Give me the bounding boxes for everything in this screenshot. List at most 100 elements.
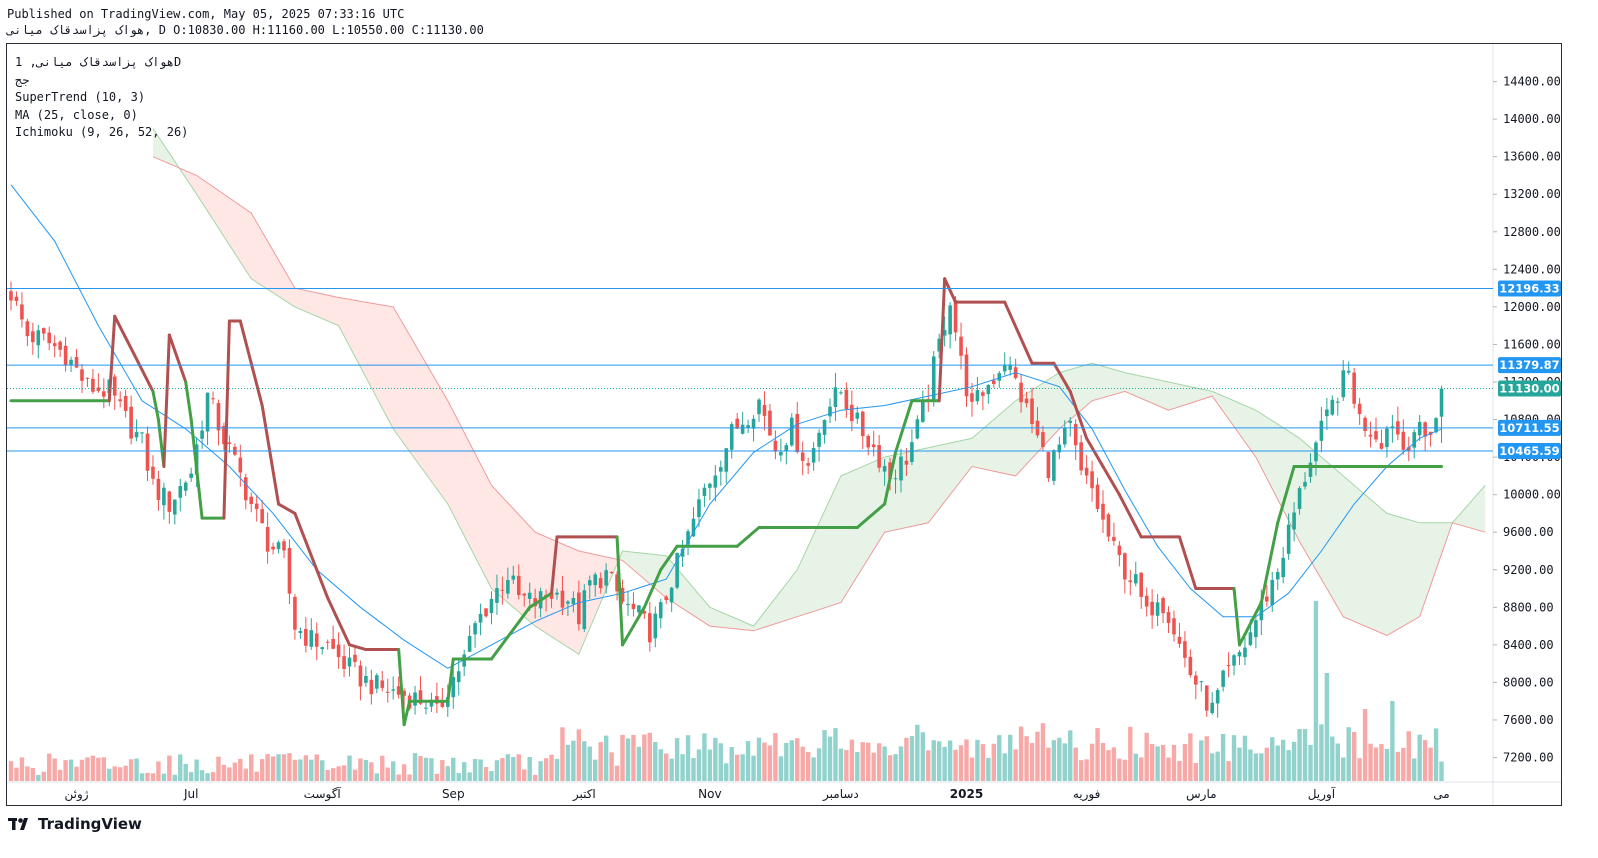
ichimoku-cloud-bullish — [619, 363, 1486, 636]
legend-supertrend[interactable]: SuperTrend (10, 3) — [15, 90, 146, 104]
volume-bar — [358, 758, 363, 781]
volume-bar — [1401, 747, 1406, 781]
volume-bar — [1313, 601, 1319, 781]
volume-bar — [287, 753, 292, 781]
last-price-label: 11130.00 — [1499, 382, 1559, 396]
volume-bar — [1373, 747, 1379, 781]
candle-body — [1265, 596, 1269, 602]
volume-bar — [19, 757, 25, 781]
supertrend-segment — [293, 511, 330, 600]
volume-bar — [805, 751, 811, 781]
volume-bar — [1280, 739, 1286, 781]
candle-body — [1390, 426, 1395, 429]
volume-bar — [522, 769, 527, 781]
legend-ma[interactable]: MA (25, close, 0) — [15, 107, 138, 122]
candle-body — [1046, 451, 1051, 479]
candle-body — [1112, 536, 1116, 541]
candle-body — [1073, 423, 1078, 446]
candle-body — [1423, 422, 1427, 437]
supertrend-segment — [162, 333, 171, 468]
volume-bar — [1275, 745, 1280, 781]
candle-body — [151, 466, 155, 479]
candle-body — [91, 378, 95, 392]
chart-legend: هواک پزاسدقاک میانی, 1D جج SuperTrend (1… — [15, 54, 188, 142]
volume-bar — [118, 767, 123, 781]
volume-bar — [795, 738, 800, 781]
candle-body — [1303, 481, 1307, 487]
candle-body — [1363, 417, 1367, 431]
volume-bar — [680, 754, 685, 781]
volume-bar — [560, 727, 565, 781]
candle-body — [1068, 420, 1073, 423]
volume-bar — [942, 746, 947, 781]
candle-body — [1243, 647, 1247, 658]
supertrend-segment — [937, 277, 947, 403]
volume-bar — [800, 746, 805, 781]
volume-bar — [1248, 749, 1253, 781]
candle-body — [637, 605, 641, 613]
tradingview-logo[interactable]: TradingView — [8, 815, 142, 833]
volume-bar — [385, 767, 390, 781]
volume-bar — [997, 735, 1002, 781]
candle-body — [506, 580, 510, 594]
supertrend-segment — [894, 399, 914, 454]
candle-body — [36, 330, 41, 346]
candle-body — [1439, 388, 1444, 417]
candle-body — [134, 432, 139, 438]
price-chart-svg[interactable]: 7200.00 7600.00 8000.00 8400.00 8800.00 9200.… — [7, 44, 1562, 806]
candle-body — [342, 656, 346, 669]
volume-bar — [336, 766, 341, 781]
candle-body — [806, 463, 810, 466]
volume-bar — [505, 754, 511, 781]
candle-body — [631, 603, 636, 610]
candle-body — [1319, 420, 1324, 441]
candle-body — [904, 460, 909, 465]
volume-bar — [314, 754, 319, 781]
candle-body — [724, 448, 729, 472]
last-price-label-bg — [1498, 380, 1561, 397]
x-tick-label: 2025 — [950, 787, 983, 801]
legend-ichimoku[interactable]: Ichimoku (9, 26, 52, 26) — [15, 125, 189, 139]
volume-bar — [1286, 750, 1291, 781]
volume-bar — [816, 748, 822, 781]
volume-bar — [1341, 757, 1346, 781]
candle-body — [211, 398, 215, 400]
candle-body — [1002, 364, 1007, 372]
volume-bar — [172, 774, 177, 781]
volume-bar — [1133, 753, 1138, 781]
volume-bar — [876, 743, 882, 781]
candle-body — [675, 552, 679, 588]
volume-bar — [36, 774, 41, 781]
volume-bar — [1128, 726, 1133, 781]
volume-bar — [926, 750, 931, 781]
volume-bar — [1220, 733, 1226, 781]
x-tick-label: می — [1433, 787, 1449, 801]
candle-body — [664, 596, 668, 601]
volume-bar — [1433, 728, 1439, 781]
chart-pane[interactable]: هواک پزاسدقاک میانی, 1D جج SuperTrend (1… — [6, 43, 1562, 806]
volume-bar — [1122, 759, 1128, 781]
supertrend-segment — [1052, 361, 1072, 393]
candle-body — [129, 406, 133, 439]
candle-body — [833, 387, 838, 408]
candle-body — [1401, 431, 1406, 450]
horizontal-level-label: 10465.59 — [1499, 444, 1559, 458]
volume-bar — [920, 732, 926, 781]
volume-bar — [303, 755, 309, 781]
candle-body — [478, 613, 483, 623]
candle-body — [571, 598, 576, 605]
published-line: Published on TradingView.com, May 05, 20… — [7, 7, 405, 21]
volume-bar — [461, 762, 467, 781]
candle-body — [1144, 595, 1149, 607]
volume-bar — [516, 754, 521, 781]
candle-body — [287, 547, 292, 594]
candle-body — [1057, 444, 1062, 453]
candle-body — [456, 671, 461, 683]
supertrend-segment — [446, 657, 455, 703]
candle-body — [462, 654, 466, 667]
candle-body — [871, 444, 876, 448]
candle-body — [1123, 553, 1127, 580]
candle-body — [1188, 656, 1193, 676]
volume-bar — [811, 757, 816, 781]
candle-body — [222, 426, 226, 445]
